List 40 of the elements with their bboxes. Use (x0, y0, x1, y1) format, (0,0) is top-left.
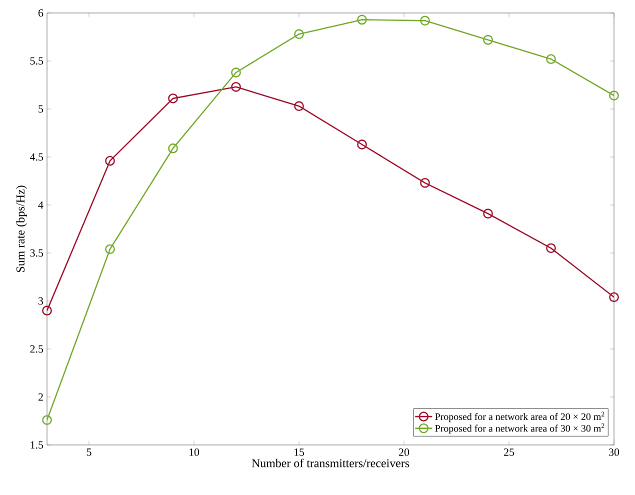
y-tick-label: 4 (38, 201, 44, 209)
x-tick-label: 10 (189, 448, 200, 456)
point (231, 68, 241, 78)
y-axis-title: Sum rate (bps/Hz) (16, 186, 27, 272)
x-tick-label: 25 (504, 448, 514, 456)
x-tick-label: 5 (86, 448, 92, 456)
point (357, 140, 367, 150)
y-tick-label: 2.5 (30, 345, 44, 353)
x-tick-label: 30 (609, 448, 620, 456)
legend-label: Proposed for a network area of 20 × 20 m$^{2}$ (435, 412, 604, 422)
point (357, 14, 367, 25)
point (168, 143, 178, 154)
point (483, 34, 493, 45)
point (420, 178, 430, 188)
x-tick-label: 15 (294, 448, 304, 456)
point (231, 82, 241, 92)
point (42, 306, 52, 316)
y-tick-label: 4.5 (30, 153, 44, 161)
y-tick-label: 3.5 (30, 249, 44, 257)
point (105, 244, 115, 254)
point (609, 292, 619, 302)
point (546, 54, 556, 64)
point (483, 208, 493, 219)
point (546, 243, 556, 254)
point (420, 16, 430, 26)
point (105, 156, 115, 166)
y-tick-label: 2 (38, 393, 43, 401)
y-tick-label: 6 (38, 9, 44, 17)
point (609, 90, 619, 100)
point (168, 93, 178, 104)
point (294, 101, 304, 112)
x-axis-title: Number of transmitters/receivers (252, 458, 410, 468)
legend-label: Proposed for a network area of 30 × 30 m$^{2}$ (435, 423, 604, 434)
y-tick-label: 1.5 (30, 441, 44, 449)
point (294, 29, 304, 40)
y-tick-label: 5.5 (30, 57, 44, 65)
point (42, 415, 52, 425)
x-tick-label: 20 (399, 448, 410, 456)
y-tick-label: 5 (38, 105, 44, 113)
y-tick-label: 3 (38, 297, 44, 305)
